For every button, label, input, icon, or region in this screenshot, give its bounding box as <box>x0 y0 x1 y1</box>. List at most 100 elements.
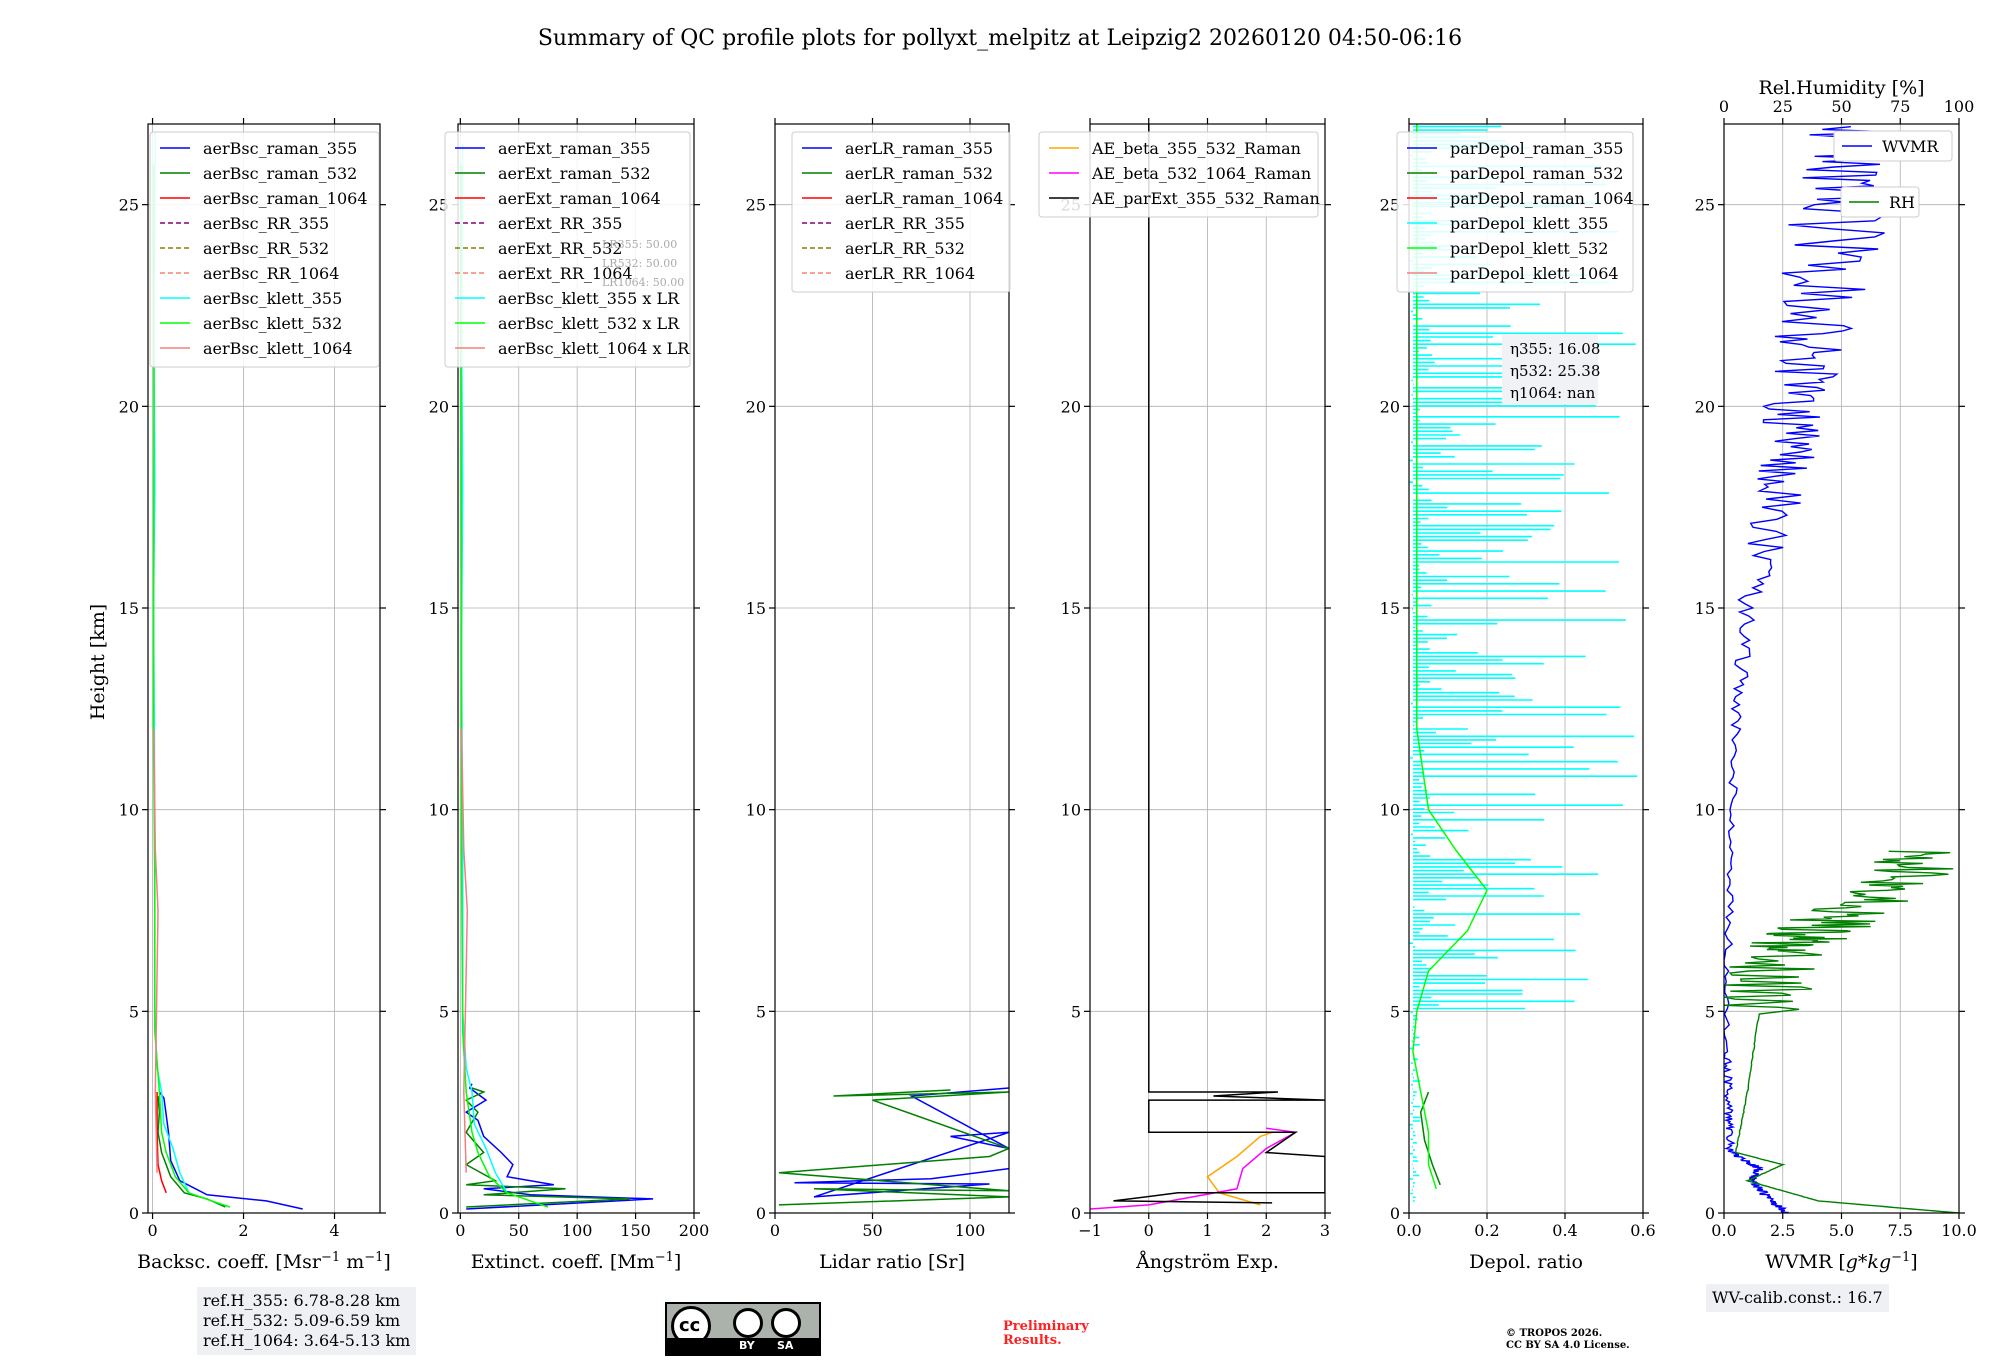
legend-label: aerExt_RR_532 <box>498 239 622 258</box>
y-tick-label: 25 <box>1380 196 1400 215</box>
series-aerBsc_raman_1064 <box>156 1092 167 1194</box>
y-tick-label: 20 <box>119 397 139 416</box>
y-tick-label: 0 <box>129 1204 139 1223</box>
legend-box <box>149 131 380 368</box>
eta-box-bg <box>1502 334 1598 404</box>
series-group <box>460 144 654 1210</box>
legend-label: aerExt_RR_1064 <box>498 264 633 283</box>
x-axis-label-part: −1 <box>1891 1250 1910 1265</box>
x-tick-label: 2 <box>1261 1221 1271 1240</box>
ref-height-355: ref.H_355: 6.78-8.28 km <box>203 1291 401 1310</box>
preliminary-line-2: Results. <box>1003 1333 1062 1348</box>
series-group <box>152 132 303 1210</box>
legend: AE_beta_355_532_Raman AE_beta_532_1064_Ra… <box>1038 131 1320 218</box>
legend-label: aerBsc_klett_355 x LR <box>498 289 680 308</box>
series-aerExt_raman_355 <box>464 1083 654 1210</box>
x-axis-label-part: ] <box>383 1251 390 1273</box>
x-tick-label: 0 <box>770 1221 780 1240</box>
y-tick-label: 15 <box>1695 599 1715 618</box>
x-tick-label: 50 <box>509 1221 529 1240</box>
y-tick-label: 20 <box>1061 397 1081 416</box>
top-tick-label: 0 <box>1719 97 1729 116</box>
x-tick-label: 0.4 <box>1552 1221 1577 1240</box>
eta-box: η355: 16.08 η532: 25.38 η1064: nan <box>1502 334 1600 404</box>
x-tick-label: 2 <box>238 1221 248 1240</box>
series-AE_parExt_355_532_Raman <box>1113 124 1325 1204</box>
panel-2: 0 5 10 15 20 25 0 50 100 150 200 Extinct. coeff. [M… <box>429 118 709 1273</box>
legend-label: WVMR <box>1882 137 1939 156</box>
legend-label: parDepol_klett_532 <box>1450 239 1608 258</box>
y-tick-label: 10 <box>1380 801 1400 820</box>
legend-label: aerBsc_klett_1064 x LR <box>498 339 690 358</box>
legend-label: aerBsc_klett_532 x LR <box>498 314 680 333</box>
x-axis-label-part: Lidar ratio [Sr] <box>819 1251 965 1273</box>
x-tick-label: 4 <box>329 1221 339 1240</box>
series-aerLR_raman_532 <box>778 1089 1009 1206</box>
x-axis-label-part: Backsc. coeff. [Msr <box>137 1251 322 1273</box>
series-RH <box>1724 850 1959 1213</box>
x-tick-label: 0.0 <box>1396 1221 1421 1240</box>
wv-calib-text: WV-calib.const.: 16.7 <box>1712 1288 1883 1307</box>
license-strip <box>667 1338 819 1354</box>
copyright-note: © TROPOS 2026. CC BY SA 4.0 License. <box>1506 1328 1630 1352</box>
ref-height-1064: ref.H_1064: 3.64-5.13 km <box>203 1331 411 1350</box>
legend-label: aerExt_RR_355 <box>498 214 622 233</box>
x-axis-label-part: Ångström Exp. <box>1135 1251 1279 1273</box>
axes-frame <box>774 123 1010 1214</box>
series-group <box>1409 124 1638 1202</box>
x-tick-label: 50 <box>862 1221 882 1240</box>
legend: aerLR_raman_355 aerLR_raman_532 aerLR_rama… <box>791 131 1011 293</box>
cc-license-badge: cc BY SA <box>665 1302 821 1356</box>
legend-box <box>1396 131 1634 293</box>
legend: aerBsc_raman_355 aerBsc_raman_532 aerBsc_r… <box>149 131 380 368</box>
eta-label: η532: 25.38 <box>1510 362 1600 380</box>
x-tick-label: 10.0 <box>1941 1221 1977 1240</box>
legend-label: parDepol_raman_1064 <box>1450 189 1634 208</box>
series-AE_beta_355_532_Raman <box>1206 1131 1273 1206</box>
y-tick-label: 20 <box>429 397 449 416</box>
reference-height-box: ref.H_355: 6.78-8.28 km ref.H_532: 5.09-… <box>197 1287 417 1355</box>
y-tick-label: 20 <box>1380 397 1400 416</box>
by-person-icon <box>733 1308 763 1338</box>
legend-box <box>1038 131 1319 218</box>
top-tick-label: 50 <box>1831 97 1851 116</box>
series-aerBsc_klett_532 <box>152 164 231 1208</box>
x-tick-label: 0.2 <box>1474 1221 1499 1240</box>
x-tick-label: 100 <box>955 1221 986 1240</box>
legend-label: aerLR_raman_355 <box>845 139 993 158</box>
y-tick-label: 15 <box>119 599 139 618</box>
legend-label: aerExt_raman_355 <box>498 139 651 158</box>
y-tick-label: 15 <box>1061 599 1081 618</box>
y-axis-label: Height [km] <box>87 604 109 720</box>
lr-label: LR1064: 50.00 <box>602 276 684 289</box>
legend-wvmr: WVMR <box>1833 130 1953 162</box>
x-axis-label: Lidar ratio [Sr] <box>819 1251 965 1273</box>
y-tick-label: 5 <box>1071 1002 1081 1021</box>
y-tick-label: 15 <box>746 599 766 618</box>
eta-label: η355: 16.08 <box>1510 340 1600 358</box>
x-tick-label: −1 <box>1078 1221 1102 1240</box>
x-tick-label: 150 <box>620 1221 651 1240</box>
y-tick-label: 5 <box>756 1002 766 1021</box>
y-tick-label: 5 <box>129 1002 139 1021</box>
series-aerBsc_raman_355 <box>158 1091 303 1210</box>
legend-label: aerBsc_klett_1064 <box>203 339 352 358</box>
x-tick-label: 0.6 <box>1630 1221 1655 1240</box>
legend-rh: RH <box>1840 186 1920 218</box>
y-tick-label: 5 <box>1705 1002 1715 1021</box>
ref-height-532: ref.H_532: 5.09-6.59 km <box>203 1311 401 1330</box>
legend-label: parDepol_raman_355 <box>1450 139 1623 158</box>
copyright-line-1: © TROPOS 2026. <box>1506 1328 1603 1339</box>
x-tick-label: 100 <box>562 1221 593 1240</box>
series-aerBsc_klett_1064 <box>153 728 159 1173</box>
legend-label: AE_beta_355_532_Raman <box>1091 139 1301 158</box>
x-tick-label: 5.0 <box>1829 1221 1854 1240</box>
x-axis-label-part: −1 <box>321 1250 340 1265</box>
x-axis-label-part: Extinct. coeff. [Mm <box>471 1251 655 1273</box>
x-axis-label-part: ] <box>1910 1251 1917 1273</box>
top-axis-label: Rel.Humidity [%] <box>1758 77 1924 99</box>
y-tick-label: 0 <box>756 1204 766 1223</box>
x-tick-label: 0 <box>1144 1221 1154 1240</box>
y-tick-label: 25 <box>1695 196 1715 215</box>
